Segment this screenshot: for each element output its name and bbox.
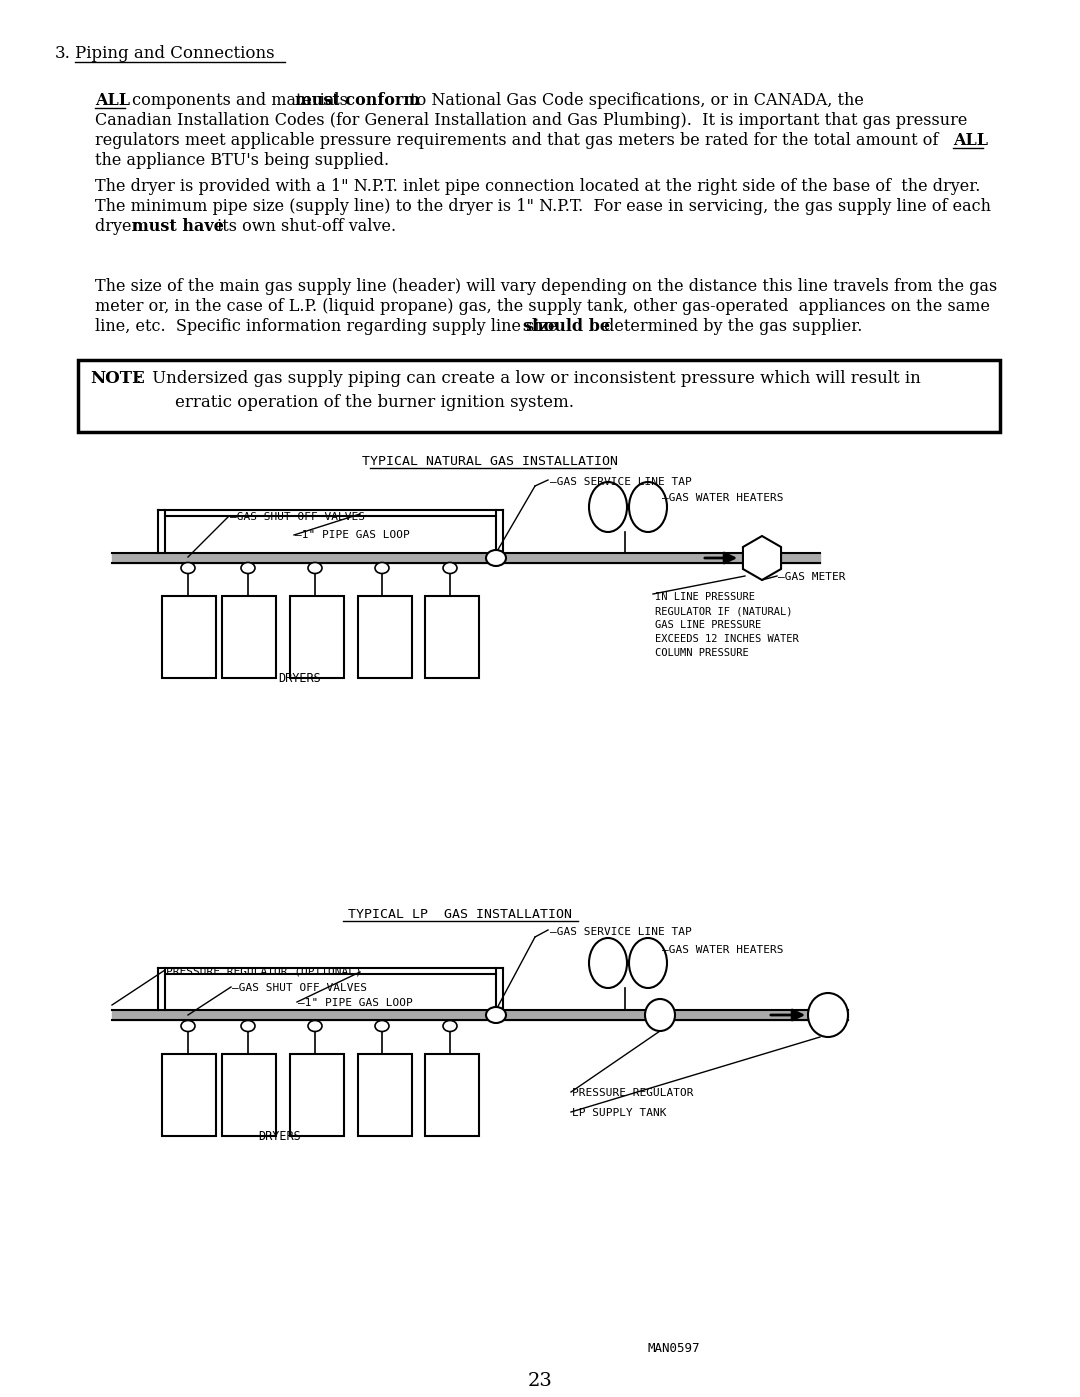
Text: —1" PIPE GAS LOOP: —1" PIPE GAS LOOP	[295, 529, 409, 541]
Bar	[357, 597, 411, 678]
Text: NOTE: NOTE	[90, 370, 145, 387]
Text: :  Undersized gas supply piping can create a low or inconsistent pressure which : : Undersized gas supply piping can creat…	[136, 370, 921, 387]
Bar	[222, 1053, 276, 1136]
Text: line, etc.  Specific information regarding supply line size: line, etc. Specific information regardin…	[95, 319, 563, 335]
Bar	[357, 1053, 411, 1136]
Text: ALL: ALL	[95, 92, 130, 109]
Text: PRESSURE REGULATOR (OPTIONAL): PRESSURE REGULATOR (OPTIONAL)	[166, 967, 362, 977]
Text: PRESSURE REGULATOR: PRESSURE REGULATOR	[572, 1088, 693, 1098]
Text: —1" PIPE GAS LOOP: —1" PIPE GAS LOOP	[298, 997, 413, 1009]
Text: meter or, in the case of L.P. (liquid propane) gas, the supply tank, other gas-o: meter or, in the case of L.P. (liquid pr…	[95, 298, 990, 314]
Bar	[162, 597, 216, 678]
Text: DRYERS: DRYERS	[258, 1130, 301, 1143]
Ellipse shape	[308, 1020, 322, 1031]
Ellipse shape	[241, 563, 255, 574]
Text: —GAS WATER HEATERS: —GAS WATER HEATERS	[662, 944, 783, 956]
Ellipse shape	[486, 1007, 507, 1023]
Ellipse shape	[375, 563, 389, 574]
Ellipse shape	[443, 563, 457, 574]
Ellipse shape	[375, 1020, 389, 1031]
Text: its own shut-off valve.: its own shut-off valve.	[212, 218, 396, 235]
Text: 23: 23	[527, 1372, 553, 1390]
Text: The minimum pipe size (supply line) to the dryer is 1" N.P.T.  For ease in servi: The minimum pipe size (supply line) to t…	[95, 198, 991, 215]
Ellipse shape	[589, 482, 627, 532]
Text: MAN0597: MAN0597	[648, 1343, 701, 1355]
Bar	[426, 1053, 480, 1136]
Text: components and materials: components and materials	[127, 92, 353, 109]
Text: REGULATOR IF (NATURAL): REGULATOR IF (NATURAL)	[654, 606, 793, 616]
Text: dryer: dryer	[95, 218, 145, 235]
Text: —GAS SHUT OFF VALVES: —GAS SHUT OFF VALVES	[230, 511, 365, 522]
Bar	[78, 360, 1000, 432]
Text: The size of the main gas supply line (header) will vary depending on the distanc: The size of the main gas supply line (he…	[95, 278, 997, 295]
Text: the appliance BTU's being supplied.: the appliance BTU's being supplied.	[95, 152, 389, 169]
Text: EXCEEDS 12 INCHES WATER: EXCEEDS 12 INCHES WATER	[654, 634, 799, 644]
Ellipse shape	[486, 550, 507, 566]
Ellipse shape	[589, 937, 627, 988]
Text: COLUMN PRESSURE: COLUMN PRESSURE	[654, 648, 748, 658]
Text: —GAS SHUT OFF VALVES: —GAS SHUT OFF VALVES	[232, 983, 367, 993]
Bar	[426, 597, 480, 678]
Bar	[162, 1053, 216, 1136]
Text: The dryer is provided with a 1" N.P.T. inlet pipe connection located at the righ: The dryer is provided with a 1" N.P.T. i…	[95, 177, 981, 196]
Text: —GAS SERVICE LINE TAP: —GAS SERVICE LINE TAP	[550, 928, 692, 937]
Bar	[291, 597, 345, 678]
Text: —GAS METER: —GAS METER	[778, 571, 846, 583]
Text: LP SUPPLY TANK: LP SUPPLY TANK	[572, 1108, 666, 1118]
Text: determined by the gas supplier.: determined by the gas supplier.	[599, 319, 862, 335]
Ellipse shape	[808, 993, 848, 1037]
Ellipse shape	[181, 563, 195, 574]
Ellipse shape	[443, 1020, 457, 1031]
Text: 3.: 3.	[55, 45, 71, 61]
Text: TYPICAL LP  GAS INSTALLATION: TYPICAL LP GAS INSTALLATION	[348, 908, 572, 921]
Ellipse shape	[308, 563, 322, 574]
Ellipse shape	[645, 999, 675, 1031]
Text: regulators meet applicable pressure requirements and that gas meters be rated fo: regulators meet applicable pressure requ…	[95, 131, 944, 149]
Ellipse shape	[181, 1020, 195, 1031]
Text: ALL: ALL	[953, 131, 988, 149]
Ellipse shape	[629, 937, 667, 988]
Text: IN LINE PRESSURE: IN LINE PRESSURE	[654, 592, 755, 602]
Text: must conform: must conform	[295, 92, 420, 109]
Text: Piping and Connections: Piping and Connections	[75, 45, 274, 61]
Text: Canadian Installation Codes (for General Installation and Gas Plumbing).  It is : Canadian Installation Codes (for General…	[95, 112, 968, 129]
Text: should be: should be	[523, 319, 610, 335]
Text: TYPICAL NATURAL GAS INSTALLATION: TYPICAL NATURAL GAS INSTALLATION	[362, 455, 618, 468]
Text: GAS LINE PRESSURE: GAS LINE PRESSURE	[654, 620, 761, 630]
Bar	[291, 1053, 345, 1136]
Text: —GAS SERVICE LINE TAP: —GAS SERVICE LINE TAP	[550, 476, 692, 488]
Bar	[222, 597, 276, 678]
Ellipse shape	[241, 1020, 255, 1031]
Text: —GAS WATER HEATERS: —GAS WATER HEATERS	[662, 493, 783, 503]
Polygon shape	[743, 536, 781, 580]
Text: to National Gas Code specifications, or in CANADA, the: to National Gas Code specifications, or …	[405, 92, 864, 109]
Text: erratic operation of the burner ignition system.: erratic operation of the burner ignition…	[175, 394, 573, 411]
Ellipse shape	[629, 482, 667, 532]
Text: must have: must have	[132, 218, 224, 235]
Text: DRYERS: DRYERS	[279, 672, 322, 685]
